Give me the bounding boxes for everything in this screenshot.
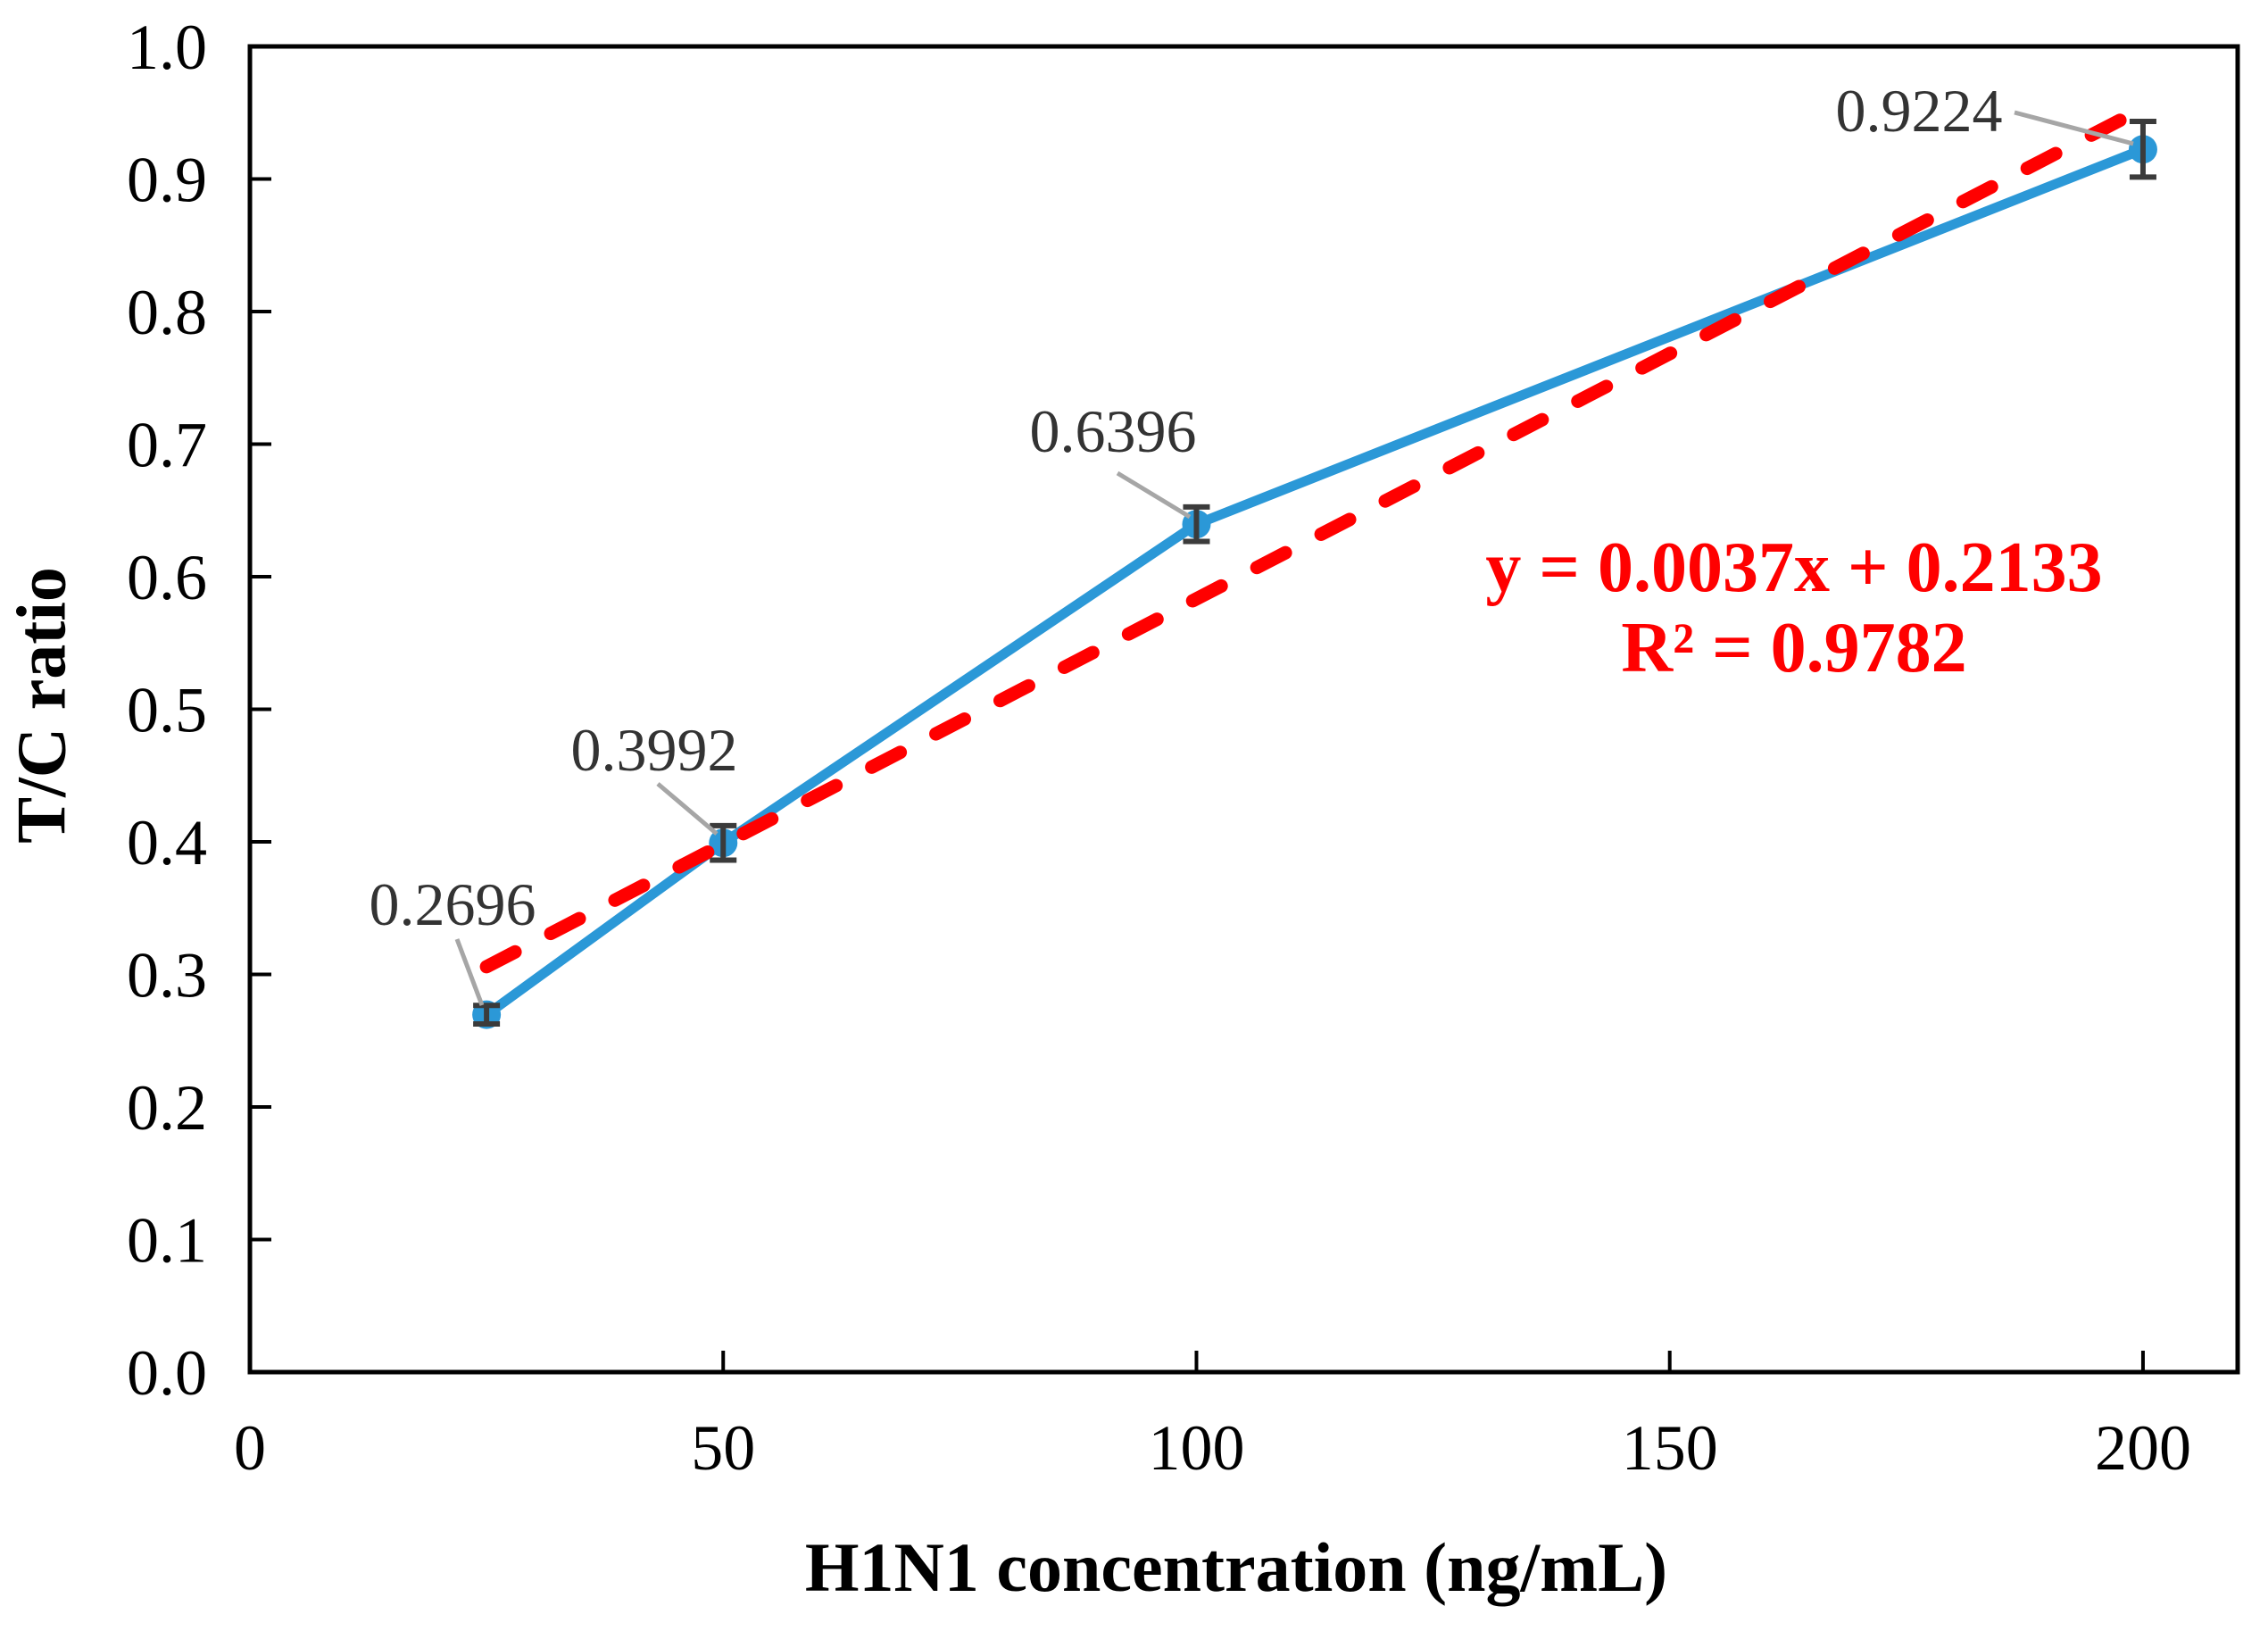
y-tick-label: 0.8	[127, 277, 207, 348]
x-tick-label: 150	[1622, 1412, 1718, 1484]
y-tick-label: 0.4	[127, 807, 207, 878]
data-point-label: 0.6396	[1030, 397, 1197, 465]
data-point-label: 0.2696	[370, 870, 536, 938]
y-tick-label: 0.2	[127, 1072, 207, 1144]
error-bar	[710, 822, 737, 863]
x-tick-label: 50	[691, 1412, 755, 1484]
error-bar	[1183, 503, 1210, 545]
y-tick-label: 0.0	[127, 1337, 207, 1409]
y-tick-label: 0.7	[127, 410, 207, 481]
plot-border	[247, 44, 2240, 1375]
y-tick-label: 0.5	[127, 675, 207, 746]
trendline	[479, 101, 2150, 974]
y-axis-title: T/C ratio	[3, 567, 80, 844]
label-leader-line	[656, 782, 719, 836]
data-point-label: 0.3992	[571, 716, 738, 784]
y-tick-label: 0.6	[127, 542, 207, 613]
data-line	[481, 144, 2148, 1020]
y-tick-label: 1.0	[127, 12, 207, 83]
error-bar	[2129, 119, 2156, 180]
label-leader-line	[1116, 470, 1192, 520]
x-tick-label: 100	[1148, 1412, 1244, 1484]
y-tick-label: 0.1	[127, 1205, 207, 1277]
y-tick-label: 0.9	[127, 145, 207, 216]
data-point-label: 0.9224	[1836, 77, 2003, 145]
label-leader-line	[454, 938, 485, 1006]
error-bar	[473, 1003, 501, 1028]
x-axis-title: H1N1 concentration (ng/mL)	[805, 1528, 1667, 1606]
x-tick-label: 200	[2095, 1412, 2191, 1484]
trendline-equation-text: y = 0.0037x + 0.2133	[1485, 528, 2102, 607]
x-tick-label: 0	[234, 1412, 266, 1484]
trendline-r-squared-text: R² = 0.9782	[1621, 609, 1966, 687]
annotation-layer: 0.2696 0.3992 0.6396 0.9224	[370, 77, 2134, 1006]
label-leader-line	[2014, 110, 2134, 146]
axes-layer: 0 50 100 150 200 0.0 0.1 0.2 0.3 0.4 0.5 0.6 0.7 0.8 0…	[127, 12, 2240, 1484]
y-tick-label: 0.3	[127, 940, 207, 1011]
